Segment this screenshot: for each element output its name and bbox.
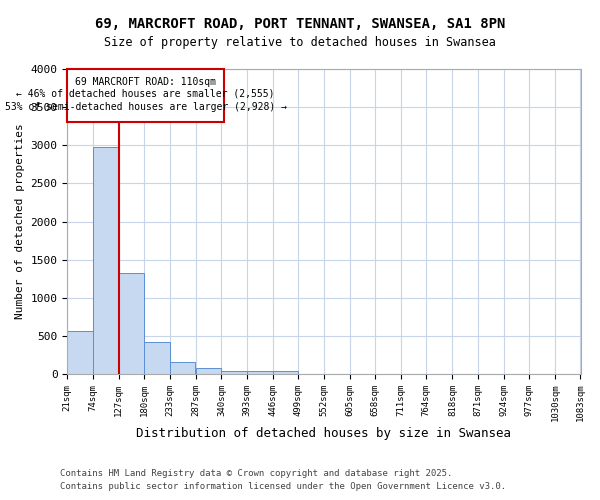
Text: 53% of semi-detached houses are larger (2,928) →: 53% of semi-detached houses are larger (… [5,102,287,112]
Bar [144,342,170,374]
Text: 69 MARCROFT ROAD: 110sqm: 69 MARCROFT ROAD: 110sqm [75,76,216,86]
FancyBboxPatch shape [67,69,224,122]
Y-axis label: Number of detached properties: Number of detached properties [15,124,25,320]
Text: Contains public sector information licensed under the Open Government Licence v3: Contains public sector information licen… [60,482,506,491]
Bar [221,370,247,374]
Text: 69, MARCROFT ROAD, PORT TENNANT, SWANSEA, SA1 8PN: 69, MARCROFT ROAD, PORT TENNANT, SWANSEA… [95,18,505,32]
X-axis label: Distribution of detached houses by size in Swansea: Distribution of detached houses by size … [136,427,511,440]
Bar [93,147,119,374]
Bar [67,330,93,374]
Bar [272,372,298,374]
Bar [119,272,144,374]
Text: Contains HM Land Registry data © Crown copyright and database right 2025.: Contains HM Land Registry data © Crown c… [60,468,452,477]
Text: ← 46% of detached houses are smaller (2,555): ← 46% of detached houses are smaller (2,… [16,89,275,99]
Bar [170,362,196,374]
Bar [247,372,272,374]
Bar [196,368,221,374]
Text: Size of property relative to detached houses in Swansea: Size of property relative to detached ho… [104,36,496,49]
